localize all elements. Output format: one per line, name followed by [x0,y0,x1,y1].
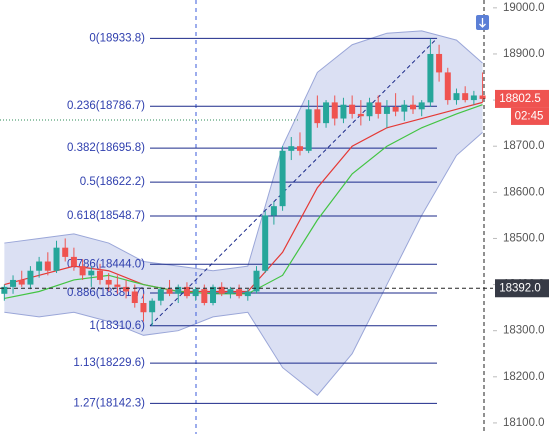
candle-body [270,206,277,216]
countdown-label: 02:45 [515,110,544,122]
candle-body [236,289,243,297]
candle-body [36,261,43,271]
fib-label: 1.27(18142.3) [73,397,145,409]
y-tick-label: 19000.0 [503,2,545,14]
candle-body [123,286,130,292]
candle-body [140,303,147,313]
candle-body [62,247,69,257]
candle-body [427,53,434,103]
fib-label: 0.618(18548.7) [67,210,145,222]
fib-label: 0.236(18786.7) [67,100,145,112]
fib-label: 0(18933.8) [89,32,145,44]
fib-label: 0.382(18695.8) [67,142,145,154]
fib-label: 0.786(18444.0) [67,258,145,270]
candle-body [105,279,112,285]
candle-body [201,289,208,304]
y-tick-label: 18900.0 [503,48,545,60]
candle-body [401,104,408,112]
candle-body [253,270,260,292]
price-tag [495,89,549,108]
countdown-tag [511,107,549,125]
candle-body [305,109,312,151]
scroll-icon-arrow [479,18,486,28]
candle-body [296,146,303,151]
y-tick-label: 18200.0 [503,371,545,383]
candle-body [131,291,138,304]
crosshair-tag [495,279,549,298]
candle-body [462,93,469,101]
candle-body [392,107,399,112]
candle-body [70,256,77,267]
fib-label: 1.13(18229.6) [73,357,145,369]
candle-body [314,109,321,124]
candle-body [375,102,382,114]
candle-body [470,95,477,101]
candle-body [453,93,460,101]
candle-body [262,215,269,271]
candle-body [340,104,347,119]
candle-body [218,286,225,294]
candle-body [331,102,338,119]
candle-body [418,102,425,110]
candle-body [192,289,199,297]
band-line [4,30,483,272]
candle-body [366,102,373,117]
candle-body [410,104,417,110]
candle-body [444,72,451,101]
candle-body [244,291,251,297]
candle-body [96,270,103,280]
candle-body [10,279,17,287]
fib-label: 1(18310.6) [89,320,145,332]
y-tick-label: 18100.0 [503,417,545,429]
candle-body [279,150,286,207]
price-tag-label: 18802.5 [499,93,541,105]
candle-body [357,113,364,117]
y-tick-label: 18300.0 [503,325,545,337]
candle-body [183,286,190,297]
candle-body [53,247,60,271]
y-tick-label: 18600.0 [503,186,545,198]
candle-body [88,270,95,276]
candle-body [18,279,25,285]
candle-body [149,300,156,313]
candle-body [349,104,356,114]
candle-body [157,289,164,301]
candle-body [44,261,51,271]
candle-body [1,286,8,294]
candle-body [479,95,486,99]
candle-body [175,286,182,294]
candle-body [27,270,34,285]
candle-body [210,286,217,304]
candle-body [166,289,173,294]
candle-body [323,102,330,124]
candle-body [436,53,443,73]
crosshair-tag-label: 18392.0 [499,282,541,294]
candle-body [383,107,390,114]
candle-body [288,146,295,151]
fib-label: 0.5(18622.2) [80,176,145,188]
band-fill [4,30,483,396]
candle-body [227,289,234,294]
y-tick-label: 18500.0 [503,232,545,244]
band-line [4,131,483,396]
candle-body [79,266,86,276]
y-tick-label: 18700.0 [503,140,545,152]
candle-body [114,284,121,287]
